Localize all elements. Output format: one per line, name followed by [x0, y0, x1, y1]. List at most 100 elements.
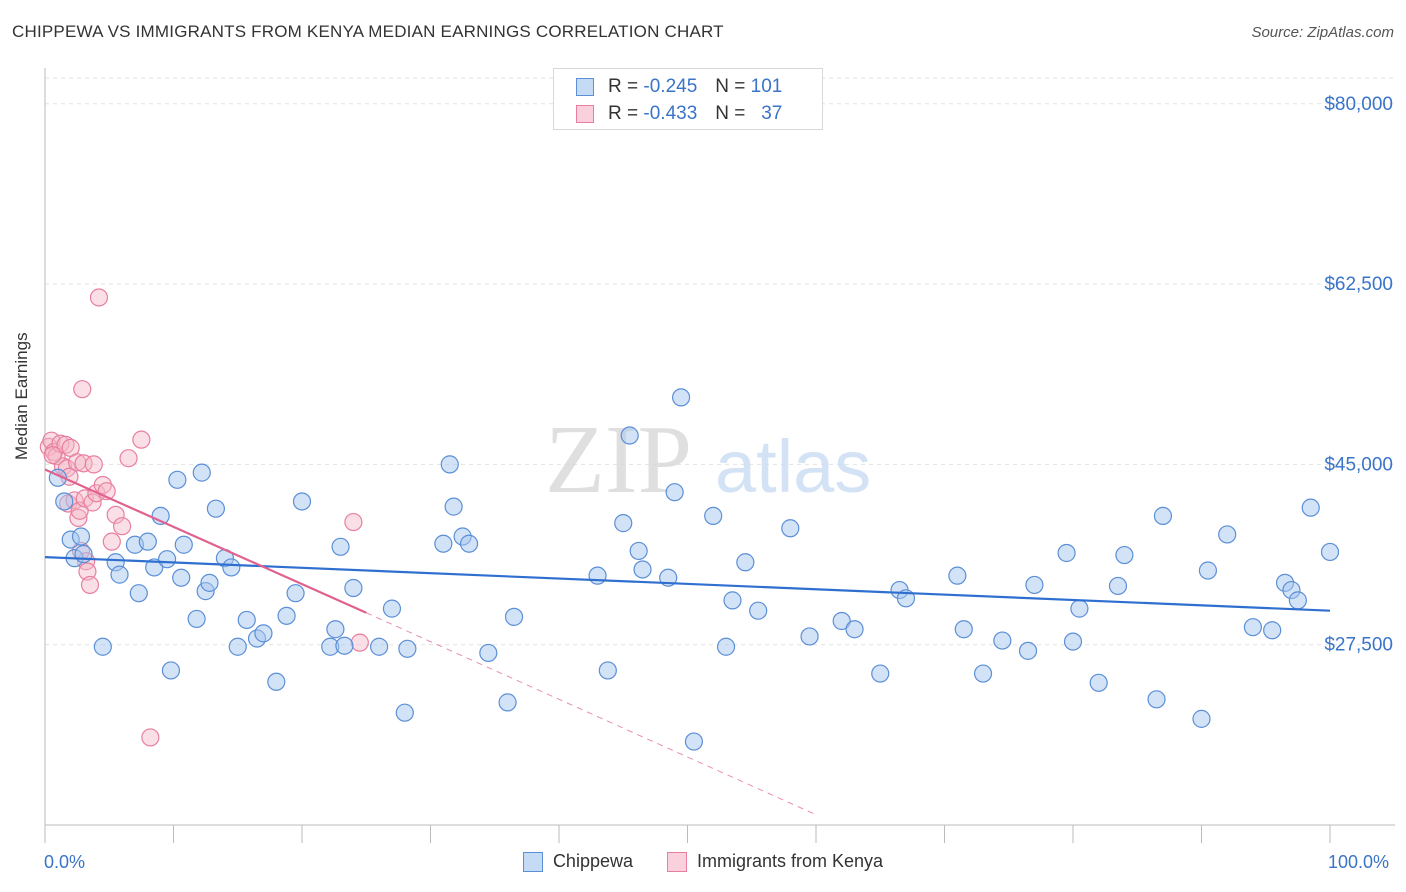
point-chippewa — [1192, 709, 1211, 728]
point-chippewa — [479, 643, 498, 663]
point-chippewa — [440, 455, 459, 474]
point-chippewa — [382, 599, 402, 618]
point-chippewa — [335, 636, 354, 655]
point-kenya — [69, 508, 88, 528]
legend-n-label: N = — [715, 103, 746, 124]
point-chippewa — [71, 527, 91, 546]
point-chippewa — [1108, 576, 1128, 596]
point-kenya — [73, 380, 92, 399]
legend-row-kenya: R = -0.433 N = 37 — [576, 101, 782, 127]
y-tick-label: $27,500 — [1324, 635, 1393, 656]
y-tick-label: $62,500 — [1324, 274, 1393, 295]
legend-item-kenya[interactable]: Immigrants from Kenya — [667, 851, 883, 872]
point-chippewa — [1063, 632, 1083, 651]
chart-source: Source: ZipAtlas.com — [1251, 24, 1394, 41]
kenya-points — [39, 288, 369, 747]
point-chippewa — [671, 388, 691, 407]
point-chippewa — [138, 532, 157, 551]
watermark: ZIP atlas — [545, 406, 871, 514]
point-chippewa — [871, 664, 890, 683]
point-kenya — [83, 493, 102, 512]
point-chippewa — [1147, 690, 1166, 709]
chippewa-points — [48, 388, 1340, 751]
legend-n-value: 37 — [761, 103, 783, 124]
point-chippewa — [614, 514, 633, 533]
point-chippewa — [1218, 525, 1237, 544]
point-chippewa — [1025, 575, 1044, 595]
point-chippewa — [1018, 641, 1038, 660]
point-chippewa — [800, 627, 819, 646]
point-kenya — [344, 512, 363, 532]
point-chippewa — [254, 624, 273, 643]
point-chippewa — [286, 584, 305, 603]
point-chippewa — [598, 661, 617, 680]
trend-line-chippewa — [44, 556, 1331, 612]
point-kenya — [350, 633, 369, 652]
point-kenya — [80, 575, 100, 595]
legend-item-chippewa[interactable]: Chippewa — [522, 851, 633, 872]
point-chippewa — [973, 664, 993, 683]
legend-r-value: -0.433 — [643, 103, 698, 124]
legend-label-kenya: Immigrants from Kenya — [697, 851, 884, 871]
point-chippewa — [1115, 545, 1134, 565]
point-chippewa — [200, 573, 219, 592]
y-tick-label: $45,000 — [1324, 454, 1393, 475]
point-chippewa — [331, 537, 350, 556]
watermark-atlas: atlas — [715, 425, 871, 508]
legend-n-value: 101 — [750, 76, 783, 97]
point-chippewa — [344, 578, 363, 598]
point-chippewa — [845, 620, 864, 639]
point-chippewa — [206, 499, 226, 518]
point-chippewa — [1198, 561, 1218, 580]
point-chippewa — [1263, 621, 1282, 640]
point-chippewa — [444, 497, 463, 516]
legend-r-value: -0.245 — [643, 76, 698, 97]
point-kenya — [141, 728, 160, 747]
point-chippewa — [93, 637, 112, 656]
point-chippewa — [172, 568, 191, 587]
point-chippewa — [749, 601, 768, 620]
point-chippewa — [954, 620, 973, 639]
point-chippewa — [459, 534, 479, 553]
point-kenya — [132, 430, 151, 449]
point-chippewa — [292, 492, 312, 511]
legend-r-label: R = — [608, 76, 639, 97]
point-chippewa — [398, 639, 417, 658]
point-chippewa — [110, 565, 129, 584]
point-kenya — [89, 288, 109, 307]
point-chippewa — [993, 631, 1012, 650]
point-chippewa — [168, 470, 187, 489]
point-chippewa — [1301, 498, 1320, 517]
point-chippewa — [395, 703, 414, 722]
point-kenya — [112, 517, 132, 536]
point-chippewa — [326, 620, 345, 639]
point-chippewa — [716, 637, 736, 656]
point-chippewa — [55, 492, 74, 511]
point-chippewa — [704, 506, 723, 525]
point-kenya — [84, 455, 103, 474]
point-chippewa — [434, 534, 453, 553]
point-chippewa — [498, 693, 517, 712]
point-chippewa — [192, 463, 211, 482]
point-chippewa — [237, 610, 256, 630]
trend-lines — [44, 468, 1331, 816]
trend-line-kenya — [44, 468, 367, 614]
trend-line-kenya-extrapolated — [366, 612, 817, 816]
point-chippewa — [832, 611, 851, 631]
point-chippewa — [504, 607, 524, 626]
x-tick-label-min: 0.0% — [44, 852, 86, 872]
point-chippewa — [736, 553, 755, 572]
legend-swatch-chippewa — [522, 851, 543, 872]
point-chippewa — [129, 584, 148, 603]
legend-r-label: R = — [608, 103, 639, 124]
legend-swatch-kenya — [576, 105, 594, 123]
point-chippewa — [228, 637, 247, 656]
point-chippewa — [1057, 543, 1076, 563]
point-chippewa — [684, 732, 704, 751]
point-chippewa — [1243, 618, 1263, 637]
point-chippewa — [1070, 599, 1089, 618]
legend-row-chippewa: R = -0.245 N = 101 — [576, 74, 782, 100]
point-chippewa — [629, 541, 648, 561]
point-chippewa — [145, 558, 164, 577]
